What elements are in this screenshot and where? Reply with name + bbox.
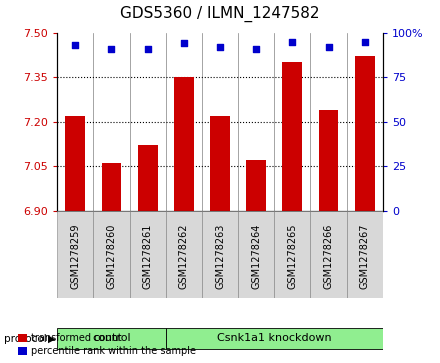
Bar <box>166 328 383 349</box>
Bar <box>129 211 166 298</box>
Point <box>180 40 187 46</box>
Text: ▶: ▶ <box>48 334 56 344</box>
Point <box>289 38 296 44</box>
Bar <box>319 110 338 211</box>
Text: GSM1278262: GSM1278262 <box>179 224 189 289</box>
Bar <box>166 211 202 298</box>
Point <box>361 38 368 44</box>
Text: protocol: protocol <box>4 334 47 344</box>
Text: control: control <box>92 334 131 343</box>
Text: GSM1278266: GSM1278266 <box>323 224 334 289</box>
Bar <box>57 211 93 298</box>
Bar <box>202 211 238 298</box>
Bar <box>102 163 121 211</box>
Point <box>325 44 332 50</box>
Point <box>253 46 260 52</box>
Text: GSM1278267: GSM1278267 <box>360 224 370 289</box>
Bar <box>355 56 375 211</box>
Text: GSM1278261: GSM1278261 <box>143 224 153 289</box>
Text: GSM1278265: GSM1278265 <box>287 224 297 289</box>
Text: GSM1278260: GSM1278260 <box>106 224 117 289</box>
Text: GSM1278263: GSM1278263 <box>215 224 225 289</box>
Point <box>216 44 224 50</box>
Point <box>72 42 79 48</box>
Bar <box>66 116 85 211</box>
Bar <box>274 211 311 298</box>
Bar <box>174 77 194 211</box>
Text: GSM1278264: GSM1278264 <box>251 224 261 289</box>
Bar <box>311 211 347 298</box>
Bar <box>238 211 274 298</box>
Text: GDS5360 / ILMN_1247582: GDS5360 / ILMN_1247582 <box>120 5 320 22</box>
Bar <box>93 211 129 298</box>
Bar <box>210 116 230 211</box>
Point <box>108 46 115 52</box>
Bar <box>282 62 302 211</box>
Bar <box>347 211 383 298</box>
Bar <box>246 160 266 211</box>
Legend: transformed count, percentile rank within the sample: transformed count, percentile rank withi… <box>18 333 196 356</box>
Bar <box>138 145 158 211</box>
Text: GSM1278259: GSM1278259 <box>70 224 80 289</box>
Text: Csnk1a1 knockdown: Csnk1a1 knockdown <box>217 334 332 343</box>
Point <box>144 46 151 52</box>
Bar <box>57 328 166 349</box>
